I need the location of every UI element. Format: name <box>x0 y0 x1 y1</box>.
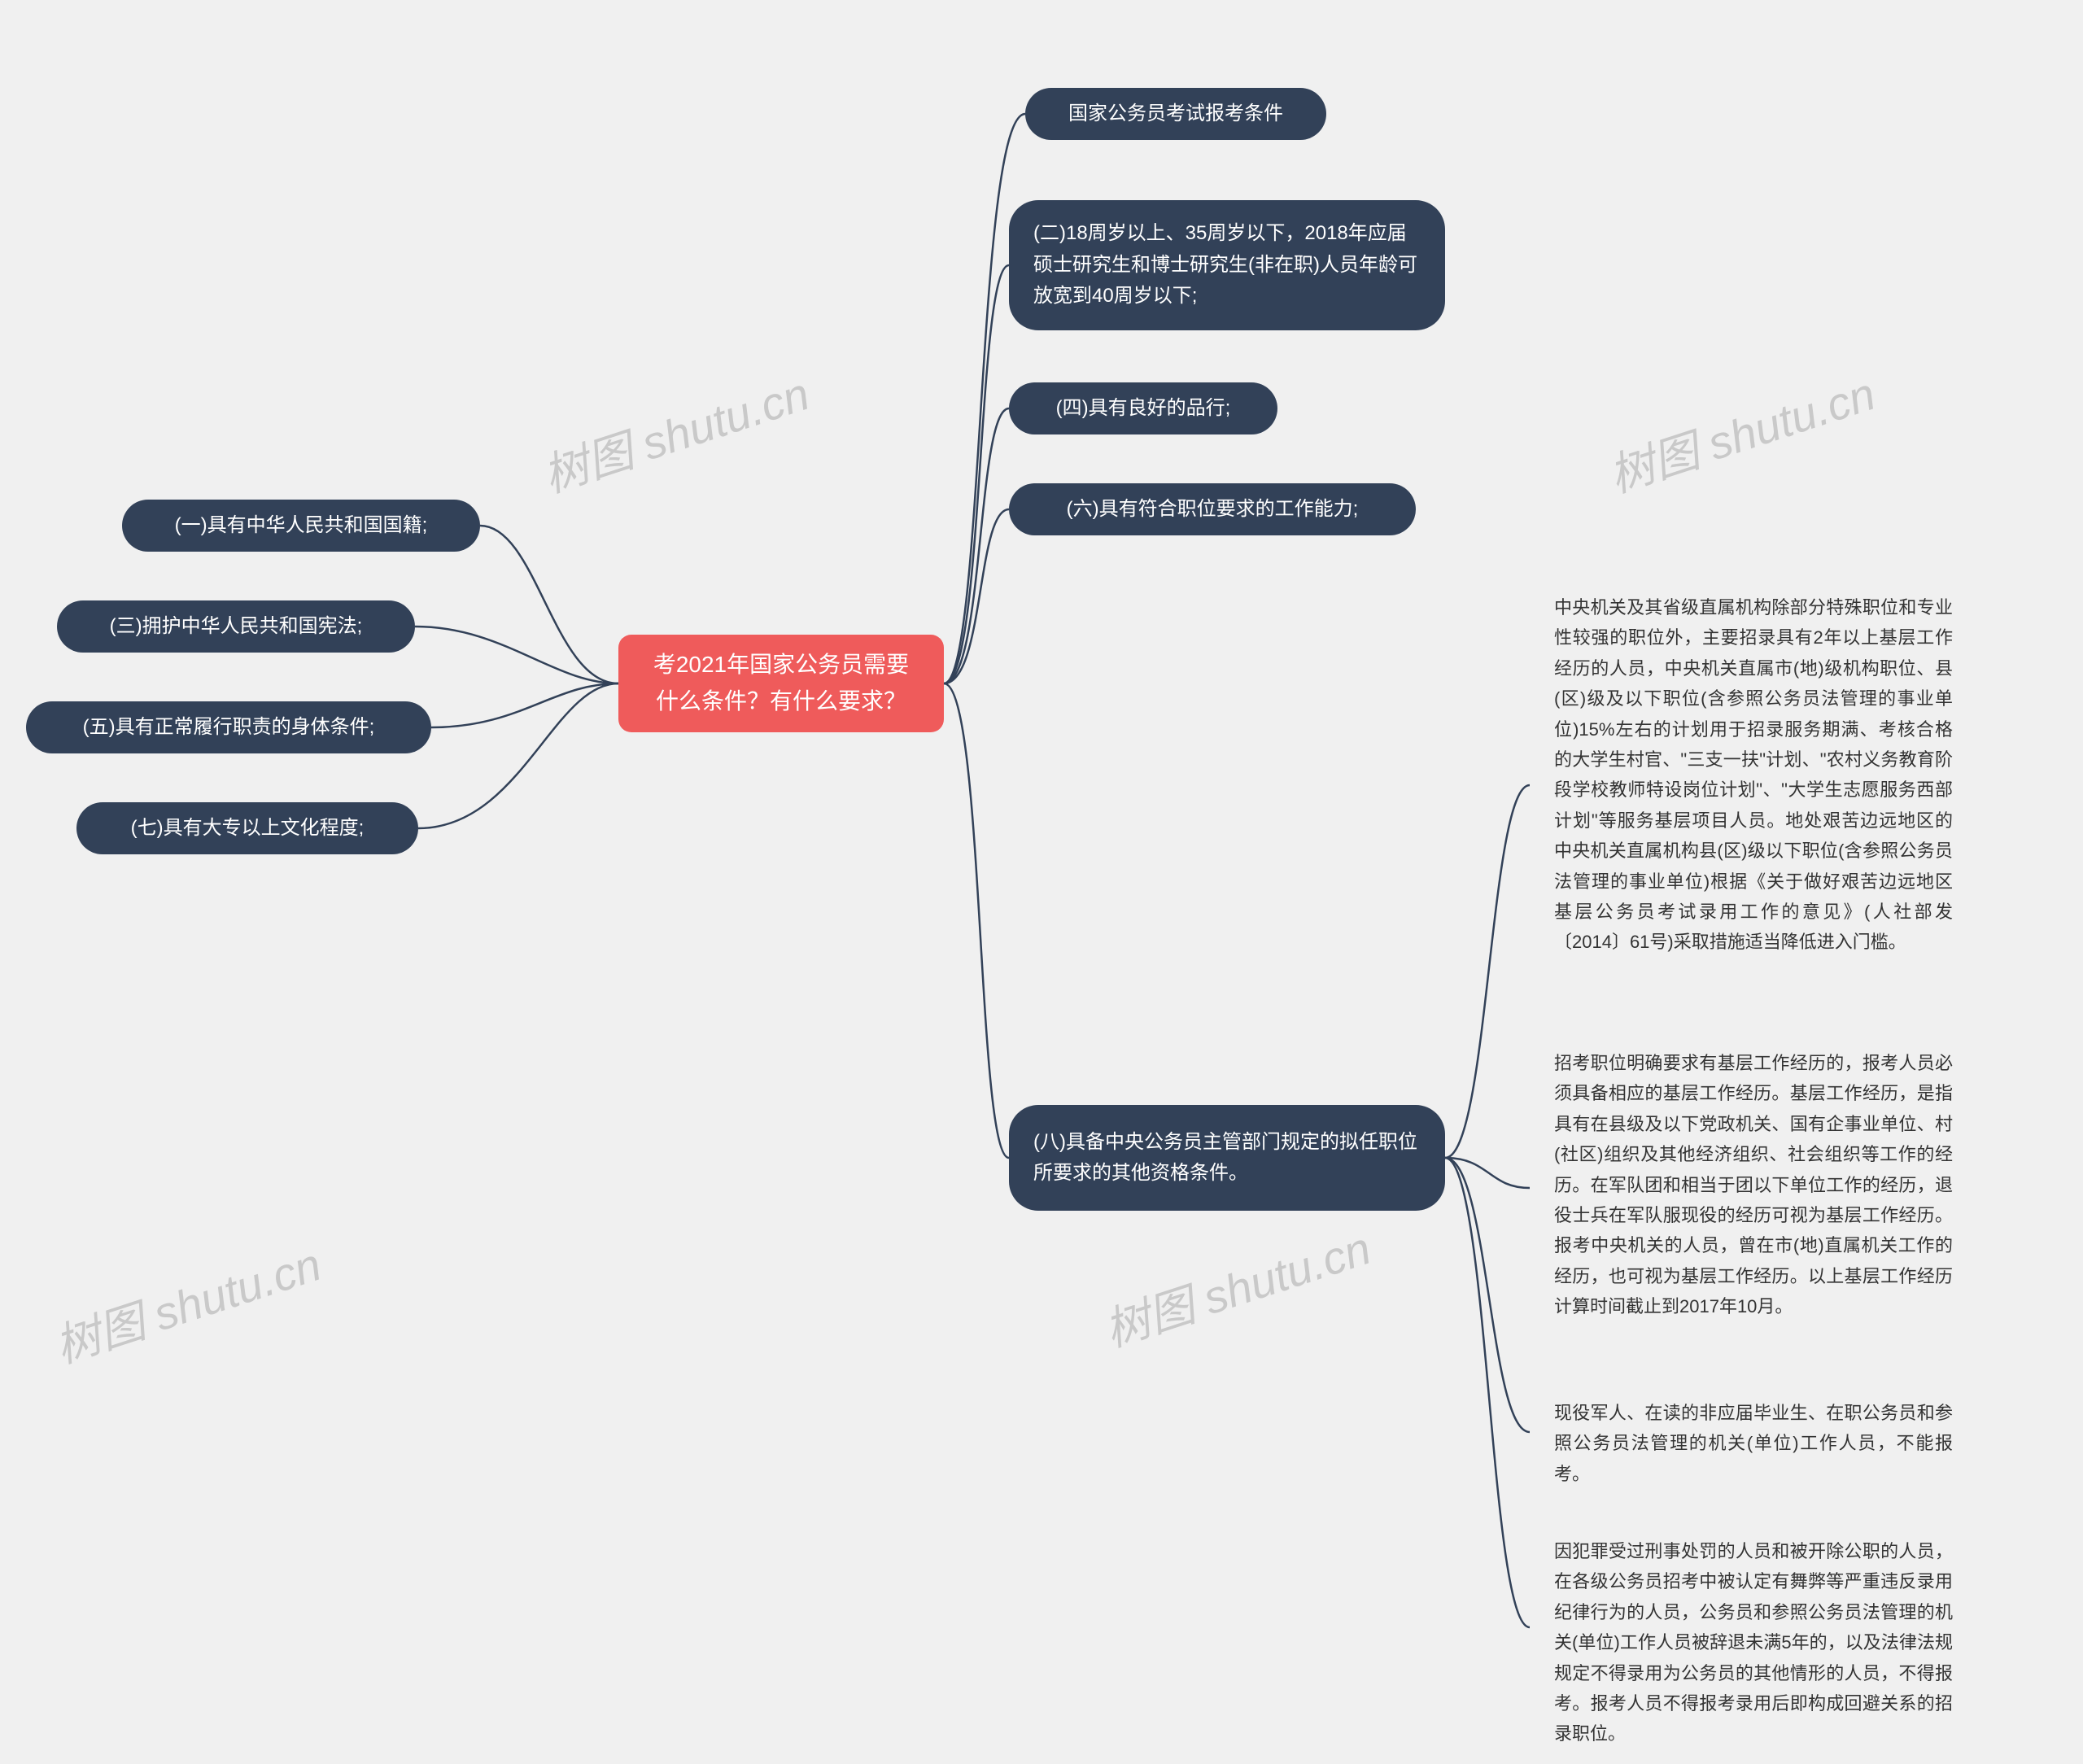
detail-text: 招考职位明确要求有基层工作经历的，报考人员必须具备相应的基层工作经历。基层工作经… <box>1554 1048 1953 1322</box>
detail-paragraph-1: 中央机关及其省级直属机构除部分特殊职位和专业性较强的职位外，主要招录具有2年以上… <box>1530 578 1977 972</box>
node-label: (八)具备中央公务员主管部门规定的拟任职位所要求的其他资格条件。 <box>1033 1127 1421 1190</box>
node-label: (七)具有大专以上文化程度; <box>131 813 365 844</box>
node-label: (六)具有符合职位要求的工作能力; <box>1067 494 1359 525</box>
node-label: (三)拥护中华人民共和国宪法; <box>110 611 363 642</box>
node-label: 国家公务员考试报考条件 <box>1068 98 1283 129</box>
node-item-6[interactable]: (六)具有符合职位要求的工作能力; <box>1009 483 1416 535</box>
node-label: (四)具有良好的品行; <box>1056 393 1231 424</box>
detail-text: 因犯罪受过刑事处罚的人员和被开除公职的人员，在各级公务员招考中被认定有舞弊等严重… <box>1554 1536 1953 1749</box>
detail-paragraph-4: 因犯罪受过刑事处罚的人员和被开除公职的人员，在各级公务员招考中被认定有舞弊等严重… <box>1530 1522 1977 1764</box>
node-top-heading[interactable]: 国家公务员考试报考条件 <box>1025 88 1326 140</box>
node-label: (五)具有正常履行职责的身体条件; <box>83 712 375 743</box>
detail-text: 中央机关及其省级直属机构除部分特殊职位和专业性较强的职位外，主要招录具有2年以上… <box>1554 592 1953 958</box>
node-item-1[interactable]: (一)具有中华人民共和国国籍; <box>122 500 480 552</box>
center-node[interactable]: 考2021年国家公务员需要什么条件？有什么要求？ <box>618 635 944 732</box>
mindmap-canvas: 树图 shutu.cn 树图 shutu.cn 树图 shutu.cn 树图 s… <box>0 0 2083 1674</box>
node-item-8[interactable]: (八)具备中央公务员主管部门规定的拟任职位所要求的其他资格条件。 <box>1009 1105 1445 1211</box>
node-item-7[interactable]: (七)具有大专以上文化程度; <box>76 802 418 854</box>
detail-text: 现役军人、在读的非应届毕业生、在职公务员和参照公务员法管理的机关(单位)工作人员… <box>1554 1398 1953 1489</box>
watermark: 树图 shutu.cn <box>46 1229 329 1377</box>
watermark: 树图 shutu.cn <box>534 358 817 506</box>
watermark: 树图 shutu.cn <box>1095 1212 1378 1360</box>
node-item-4[interactable]: (四)具有良好的品行; <box>1009 382 1277 434</box>
node-label: (一)具有中华人民共和国国籍; <box>175 510 428 541</box>
detail-paragraph-3: 现役军人、在读的非应届毕业生、在职公务员和参照公务员法管理的机关(单位)工作人员… <box>1530 1383 1977 1504</box>
node-item-5[interactable]: (五)具有正常履行职责的身体条件; <box>26 701 431 753</box>
center-node-label: 考2021年国家公务员需要什么条件？有什么要求？ <box>653 647 909 720</box>
node-item-2[interactable]: (二)18周岁以上、35周岁以下，2018年应届硕士研究生和博士研究生(非在职)… <box>1009 200 1445 330</box>
node-label: (二)18周岁以上、35周岁以下，2018年应届硕士研究生和博士研究生(非在职)… <box>1033 218 1421 312</box>
detail-paragraph-2: 招考职位明确要求有基层工作经历的，报考人员必须具备相应的基层工作经历。基层工作经… <box>1530 1033 1977 1337</box>
watermark: 树图 shutu.cn <box>1600 358 1883 506</box>
node-item-3[interactable]: (三)拥护中华人民共和国宪法; <box>57 600 415 653</box>
